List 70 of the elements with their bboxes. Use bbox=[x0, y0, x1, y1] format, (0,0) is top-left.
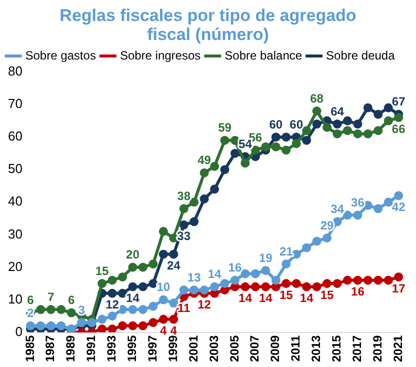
x-tick-label: 2015 bbox=[330, 334, 344, 362]
data-label: 64 bbox=[330, 104, 344, 118]
data-label: 12 bbox=[106, 298, 120, 312]
x-tick-label: 2021 bbox=[390, 334, 405, 362]
data-label: 14 bbox=[208, 267, 222, 282]
data-label: 15 bbox=[320, 288, 334, 302]
data-label: 66 bbox=[392, 122, 406, 136]
data-label: 12 bbox=[198, 298, 212, 312]
data-label: 38 bbox=[177, 188, 191, 203]
data-label: 67 bbox=[392, 94, 406, 109]
data-label: 16 bbox=[228, 260, 242, 275]
x-tick-label: 2009 bbox=[268, 334, 282, 362]
legend-label: Sobre deuda bbox=[326, 48, 396, 62]
x-tick-label: 1995 bbox=[125, 334, 140, 362]
data-label: 2 bbox=[27, 306, 34, 320]
x-tick-label: 1993 bbox=[104, 334, 119, 362]
x-tick-label: 2013 bbox=[309, 334, 324, 362]
data-label: 6 bbox=[27, 293, 34, 308]
data-label: 59 bbox=[218, 120, 232, 135]
data-label: 42 bbox=[392, 200, 406, 214]
data-label: 36 bbox=[351, 195, 365, 210]
data-label: 7 bbox=[48, 290, 55, 304]
data-label: 34 bbox=[330, 202, 344, 216]
x-tick-label: 2003 bbox=[206, 334, 221, 362]
data-label: 68 bbox=[310, 91, 324, 106]
x-tick-label: 1989 bbox=[64, 334, 78, 362]
x-tick-label: 2001 bbox=[186, 334, 200, 362]
y-tick-label: 50 bbox=[8, 161, 22, 176]
data-label: 13 bbox=[187, 270, 202, 284]
data-label: 15 bbox=[279, 288, 294, 302]
x-tick-label: 1985 bbox=[22, 334, 37, 362]
x-tick-label: 1997 bbox=[145, 334, 160, 362]
data-label: 29 bbox=[320, 218, 334, 232]
legend-label: Sobre ingresos bbox=[120, 48, 201, 62]
y-tick-label: 30 bbox=[8, 226, 22, 242]
x-tick-label: 1991 bbox=[84, 334, 98, 362]
data-label: 15 bbox=[95, 264, 110, 278]
y-tick-label: 0 bbox=[15, 324, 22, 339]
x-tick-label: 2007 bbox=[248, 334, 262, 362]
x-tick-label: 2005 bbox=[227, 334, 242, 362]
y-tick-label: 80 bbox=[8, 64, 22, 79]
data-label: 14 bbox=[300, 291, 314, 306]
data-label: 16 bbox=[351, 284, 365, 299]
x-tick-label: 1987 bbox=[43, 334, 58, 362]
data-label: 49 bbox=[198, 153, 212, 168]
data-label: 14 bbox=[238, 291, 252, 306]
chart-title: Reglas fiscales por tipo de agregado fiscal (número) bbox=[58, 6, 358, 44]
y-tick-label: 60 bbox=[8, 128, 22, 144]
x-tick-label: 2011 bbox=[288, 334, 303, 362]
y-tick-label: 70 bbox=[8, 96, 22, 112]
data-label: 19 bbox=[258, 250, 273, 265]
legend-label: Sobre gastos bbox=[25, 48, 96, 62]
data-label: 24 bbox=[166, 258, 181, 273]
data-label: 14 bbox=[126, 291, 140, 306]
legend-label: Sobre balance bbox=[224, 48, 302, 62]
x-tick-label: 2019 bbox=[370, 334, 384, 362]
data-label: 60 bbox=[290, 117, 304, 132]
data-label: 20 bbox=[126, 248, 140, 262]
x-tick-label: 2017 bbox=[350, 334, 364, 362]
x-tick-label: 1999 bbox=[166, 334, 180, 362]
data-label: 21 bbox=[279, 244, 294, 258]
data-label: 6 bbox=[68, 293, 76, 308]
data-label: 60 bbox=[269, 117, 283, 132]
y-tick-label: 40 bbox=[8, 194, 22, 209]
data-label: 4 bbox=[160, 324, 168, 338]
y-tick-label: 20 bbox=[8, 258, 22, 274]
data-label: 17 bbox=[392, 281, 406, 296]
data-label: 10 bbox=[156, 280, 170, 294]
y-tick-label: 10 bbox=[8, 291, 22, 306]
data-label: 14 bbox=[258, 291, 273, 306]
